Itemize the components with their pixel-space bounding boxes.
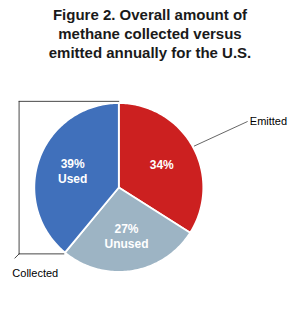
svg-text:Emitted: Emitted [250,115,287,127]
svg-text:39%Used: 39%Used [58,157,87,186]
html-text:Figure 2. Overall amount of me: Figure 2. Overall amount of methane coll… [48,6,252,61]
svg-text:Collected: Collected [12,267,58,279]
svg-text:34%: 34% [150,158,174,172]
svg-text:27%Unused: 27%Unused [104,222,148,251]
